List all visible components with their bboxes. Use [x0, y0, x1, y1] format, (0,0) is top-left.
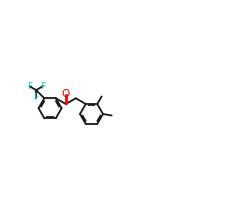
Text: F: F [34, 93, 39, 102]
Text: F: F [27, 82, 32, 91]
Text: O: O [62, 89, 70, 99]
Text: F: F [40, 82, 45, 91]
